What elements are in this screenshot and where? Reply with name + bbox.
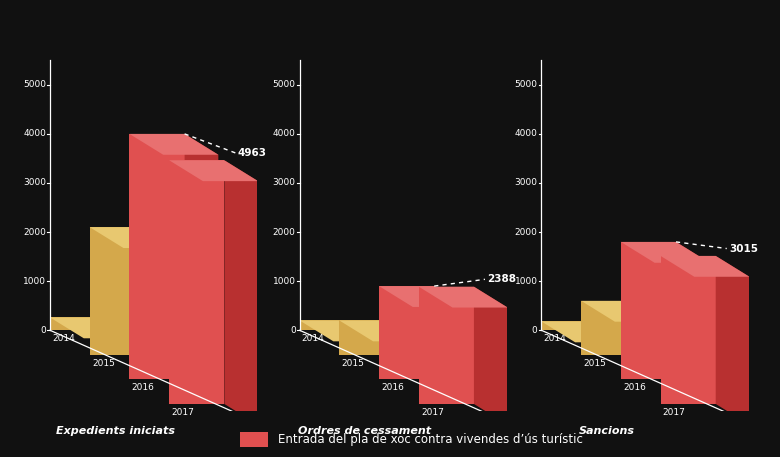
Polygon shape — [621, 242, 676, 379]
Text: 3000: 3000 — [23, 179, 46, 187]
Polygon shape — [419, 287, 508, 308]
Text: 2016: 2016 — [381, 383, 404, 392]
Text: 4000: 4000 — [23, 129, 46, 138]
Text: 2015: 2015 — [342, 359, 364, 367]
Polygon shape — [636, 301, 670, 376]
Text: 0: 0 — [290, 326, 296, 335]
Text: 1000: 1000 — [273, 276, 296, 286]
Polygon shape — [50, 318, 105, 330]
Polygon shape — [225, 160, 258, 425]
Text: 0: 0 — [532, 326, 537, 335]
Text: 1000: 1000 — [23, 276, 46, 286]
Polygon shape — [355, 320, 388, 351]
Polygon shape — [50, 318, 139, 338]
Text: 0: 0 — [41, 326, 46, 335]
Polygon shape — [105, 318, 139, 351]
Text: 5000: 5000 — [23, 80, 46, 89]
Text: 5000: 5000 — [273, 80, 296, 89]
Polygon shape — [661, 256, 716, 404]
Polygon shape — [581, 301, 670, 322]
Polygon shape — [90, 227, 145, 355]
Polygon shape — [676, 242, 710, 400]
Text: Expedients iniciats: Expedients iniciats — [56, 425, 175, 436]
Polygon shape — [300, 320, 388, 341]
Polygon shape — [597, 321, 630, 351]
Polygon shape — [169, 160, 258, 181]
Polygon shape — [419, 287, 474, 404]
Text: 2017: 2017 — [663, 408, 686, 417]
Text: 2014: 2014 — [52, 334, 75, 343]
Polygon shape — [300, 320, 355, 330]
Polygon shape — [434, 286, 468, 400]
Polygon shape — [185, 134, 218, 400]
Polygon shape — [661, 256, 750, 277]
Polygon shape — [129, 134, 218, 155]
Text: 4000: 4000 — [515, 129, 537, 138]
Text: 2000: 2000 — [273, 228, 296, 237]
Polygon shape — [541, 321, 630, 342]
Text: Ordres de cessament: Ordres de cessament — [299, 425, 431, 436]
Text: 3000: 3000 — [273, 179, 296, 187]
Text: 4000: 4000 — [273, 129, 296, 138]
Text: Sancions: Sancions — [579, 425, 635, 436]
Polygon shape — [395, 320, 428, 376]
Polygon shape — [339, 320, 428, 341]
Polygon shape — [581, 301, 636, 355]
Polygon shape — [169, 160, 225, 404]
Bar — [240, 432, 268, 447]
Text: 2017: 2017 — [421, 408, 444, 417]
Polygon shape — [145, 227, 179, 376]
Text: 2388: 2388 — [488, 274, 516, 284]
Text: 2016: 2016 — [132, 383, 154, 392]
Text: 5000: 5000 — [515, 80, 537, 89]
Text: 3015: 3015 — [729, 244, 758, 254]
Text: 2015: 2015 — [92, 359, 115, 367]
Text: 2000: 2000 — [23, 228, 46, 237]
Polygon shape — [379, 286, 434, 379]
Text: 1000: 1000 — [515, 276, 537, 286]
Polygon shape — [541, 321, 597, 330]
Text: 2017: 2017 — [172, 408, 194, 417]
Text: 2015: 2015 — [583, 359, 606, 367]
Polygon shape — [474, 287, 508, 425]
Polygon shape — [379, 286, 468, 307]
Polygon shape — [90, 227, 179, 248]
Text: 4963: 4963 — [238, 148, 267, 158]
Text: 2014: 2014 — [302, 334, 324, 343]
Text: 2016: 2016 — [623, 383, 646, 392]
Polygon shape — [716, 256, 750, 425]
Polygon shape — [339, 320, 395, 355]
Text: Entrada del pla de xoc contra vivendes d’ús turístic: Entrada del pla de xoc contra vivendes d… — [278, 433, 583, 446]
Text: 2000: 2000 — [515, 228, 537, 237]
Polygon shape — [129, 134, 185, 379]
Polygon shape — [621, 242, 710, 263]
Text: 3000: 3000 — [515, 179, 537, 187]
Text: 2014: 2014 — [544, 334, 566, 343]
